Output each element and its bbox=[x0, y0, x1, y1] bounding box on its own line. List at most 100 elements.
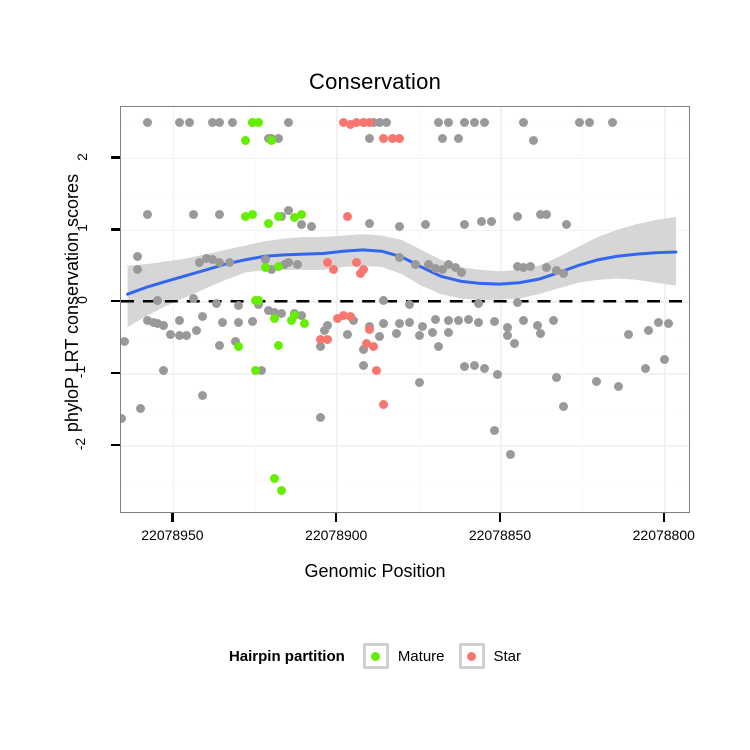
confidence-ribbon bbox=[127, 216, 676, 328]
data-point-other bbox=[214, 210, 224, 220]
data-point-other bbox=[191, 326, 201, 336]
data-point-other bbox=[263, 306, 273, 316]
data-point-other bbox=[378, 318, 388, 328]
gridline-y bbox=[121, 229, 689, 232]
data-point-other bbox=[434, 342, 444, 352]
data-point-other bbox=[260, 255, 270, 265]
data-point-other bbox=[453, 134, 463, 144]
y-axis-tick bbox=[111, 443, 120, 446]
data-point-mature bbox=[254, 118, 264, 128]
legend-item-star[interactable]: Star bbox=[458, 643, 522, 669]
data-point-other bbox=[381, 118, 391, 128]
data-point-mature bbox=[240, 135, 250, 145]
data-point-other bbox=[512, 211, 522, 221]
data-point-other bbox=[444, 316, 454, 326]
data-point-other bbox=[365, 134, 375, 144]
legend-item-mature[interactable]: Mature bbox=[362, 643, 445, 669]
data-point-other bbox=[453, 315, 463, 325]
data-point-other bbox=[132, 251, 142, 261]
data-point-other bbox=[211, 299, 221, 309]
data-point-other bbox=[185, 118, 195, 128]
legend-item-label: Star bbox=[493, 647, 522, 665]
data-point-star bbox=[372, 365, 382, 375]
data-point-other bbox=[535, 210, 545, 220]
data-point-other bbox=[473, 317, 483, 327]
data-point-other bbox=[473, 299, 483, 309]
data-point-other bbox=[434, 118, 444, 128]
legend-item-label: Mature bbox=[397, 647, 445, 665]
data-point-other bbox=[417, 322, 427, 332]
data-point-other bbox=[575, 118, 585, 128]
gridline-x bbox=[500, 107, 502, 512]
data-point-other bbox=[525, 261, 535, 271]
data-point-other bbox=[444, 118, 454, 128]
data-point-other bbox=[358, 345, 368, 355]
gridline-y-minor bbox=[121, 409, 689, 411]
page-title: Conservation bbox=[308, 69, 442, 94]
data-point-other bbox=[132, 264, 142, 274]
gridline-x bbox=[663, 107, 666, 512]
gridline-y-minor bbox=[121, 194, 689, 196]
legend-key-mature bbox=[362, 643, 389, 669]
data-point-other bbox=[424, 260, 434, 270]
data-point-other bbox=[558, 269, 568, 279]
data-point-other bbox=[562, 220, 572, 230]
y-axis-tick bbox=[111, 300, 120, 303]
gridline-y-minor bbox=[121, 337, 689, 339]
data-point-other bbox=[234, 317, 244, 327]
x-axis-tick-label: 22078950 bbox=[141, 527, 204, 543]
data-point-other bbox=[535, 329, 545, 339]
data-point-other bbox=[519, 263, 529, 273]
data-point-other bbox=[152, 319, 162, 329]
data-point-other bbox=[208, 118, 218, 128]
data-point-other bbox=[257, 365, 267, 375]
data-point-mature bbox=[270, 473, 280, 483]
data-point-star bbox=[365, 118, 375, 128]
data-point-mature bbox=[240, 211, 250, 221]
x-axis-title: Genomic Position bbox=[304, 561, 446, 581]
data-point-mature bbox=[250, 365, 260, 375]
data-point-other bbox=[506, 449, 516, 459]
data-point-other bbox=[643, 326, 653, 336]
data-point-other bbox=[136, 403, 146, 413]
data-point-other bbox=[375, 332, 385, 342]
x-axis-tick bbox=[335, 513, 338, 522]
data-point-other bbox=[480, 363, 490, 373]
data-point-mature bbox=[290, 310, 300, 320]
y-axis-tick bbox=[111, 156, 120, 159]
y-axis-tick-label: 0 bbox=[74, 296, 91, 305]
data-point-other bbox=[218, 317, 228, 327]
data-point-other bbox=[394, 222, 404, 232]
data-point-other bbox=[283, 258, 293, 268]
data-point-star bbox=[332, 313, 342, 323]
data-point-other bbox=[414, 330, 424, 340]
data-point-other bbox=[430, 264, 440, 273]
data-point-star bbox=[352, 118, 362, 128]
data-point-other bbox=[430, 314, 440, 324]
data-point-mature bbox=[290, 213, 300, 223]
data-point-mature bbox=[247, 118, 257, 128]
data-point-other bbox=[175, 316, 185, 326]
data-point-other bbox=[247, 317, 257, 327]
data-point-other bbox=[394, 319, 404, 329]
x-axis-tick-label: 22078850 bbox=[468, 527, 532, 543]
data-point-other bbox=[283, 118, 293, 128]
data-point-star bbox=[345, 119, 355, 129]
data-point-star bbox=[352, 257, 362, 267]
gridline-x-minor bbox=[418, 107, 420, 512]
data-point-star bbox=[378, 134, 388, 144]
data-point-other bbox=[542, 210, 552, 220]
data-point-other bbox=[296, 310, 306, 320]
data-point-other bbox=[195, 257, 205, 267]
data-point-other bbox=[460, 219, 470, 229]
data-point-star bbox=[362, 339, 372, 349]
data-point-other bbox=[375, 118, 385, 128]
data-point-other bbox=[404, 317, 414, 327]
gridline-x-minor bbox=[582, 107, 584, 512]
data-point-other bbox=[414, 378, 424, 388]
data-point-other bbox=[470, 118, 480, 128]
data-point-star bbox=[388, 134, 398, 144]
data-point-other bbox=[503, 330, 513, 340]
data-point-other bbox=[489, 425, 499, 435]
data-point-other bbox=[198, 312, 208, 322]
